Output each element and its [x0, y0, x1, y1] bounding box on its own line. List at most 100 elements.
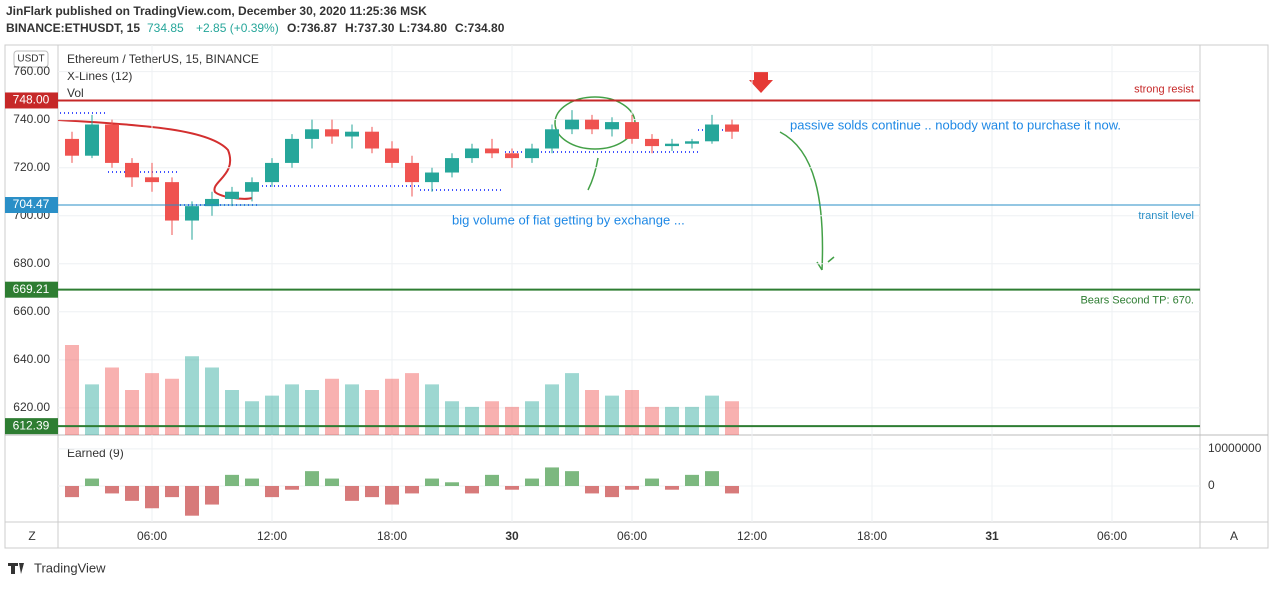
volume-bar: [145, 373, 159, 435]
volume-bar: [645, 406, 659, 435]
volume-bar: [505, 406, 519, 435]
volume-bar: [285, 384, 299, 435]
candle-body: [365, 131, 379, 149]
level-label: 704.47: [13, 197, 50, 211]
volume-bar: [385, 378, 399, 435]
earned-title: Earned (9): [67, 446, 124, 460]
earned-bar: [125, 485, 139, 501]
candle-body: [205, 198, 219, 207]
volume-bar: [525, 401, 539, 435]
level-label: 748.00: [13, 93, 50, 107]
candle-body: [565, 119, 579, 130]
y2-tick-label: 10000000: [1208, 441, 1262, 455]
level-note: strong resist: [1134, 83, 1194, 95]
indicator: X-Lines (12): [67, 69, 132, 83]
level-label: 612.39: [13, 418, 50, 432]
candle-body: [625, 122, 639, 139]
level-note: transit level: [1138, 210, 1194, 222]
volume-bar: [325, 378, 339, 435]
volume-bar: [365, 390, 379, 435]
earned-bar: [225, 474, 239, 486]
candle-body: [325, 129, 339, 137]
earned-bar: [165, 485, 179, 498]
footer-a[interactable]: A: [1230, 529, 1238, 543]
candle-body: [305, 129, 319, 139]
earned-bar: [345, 485, 359, 501]
candle-body: [85, 124, 99, 156]
volume-bar: [685, 406, 699, 435]
volume-bar: [725, 401, 739, 435]
open: O:736.87: [287, 21, 337, 35]
volume-bar: [485, 401, 499, 435]
earned-bar: [685, 474, 699, 486]
earned-bar: [385, 485, 399, 505]
high: H:737.30: [345, 21, 395, 35]
volume-bar: [125, 390, 139, 435]
volume-bar: [465, 406, 479, 435]
earned-bar: [585, 485, 599, 494]
volume-bar: [425, 384, 439, 435]
x-tick-label: 12:00: [737, 529, 767, 543]
earned-bar: [65, 485, 79, 498]
x-tick-label: 06:00: [137, 529, 167, 543]
published: JinFlark published on TradingView.com, D…: [6, 4, 427, 18]
volume-bar: [105, 367, 119, 435]
candle-body: [645, 138, 659, 147]
level-tag: [5, 281, 58, 298]
level-label: 669.21: [13, 282, 50, 296]
candle-body: [725, 124, 739, 132]
x-tick-label: 18:00: [857, 529, 887, 543]
volume-bar: [245, 401, 259, 435]
currency-box: [13, 50, 49, 68]
earned-bar: [605, 485, 619, 498]
candle-body: [385, 148, 399, 163]
level-tag: [5, 92, 58, 109]
symbol: BINANCE:ETHUSDT, 15: [6, 21, 140, 35]
x-tick-label: 31: [985, 529, 999, 543]
earned-bar: [565, 471, 579, 486]
brand: TradingView: [34, 560, 106, 575]
candle-body: [185, 206, 199, 221]
earned-bar: [445, 482, 459, 486]
drawing: [587, 157, 599, 191]
y-tick-label: 740.00: [13, 112, 50, 126]
earned-bar: [505, 485, 519, 490]
earned-bar: [405, 485, 419, 494]
volume-bar: [265, 395, 279, 435]
volume-bar: [65, 345, 79, 435]
footer-z[interactable]: Z: [28, 529, 35, 543]
candle-body: [585, 119, 599, 130]
candle-body: [425, 172, 439, 183]
chart-title: Ethereum / TetherUS, 15, BINANCE: [67, 52, 259, 66]
change: +2.85 (+0.39%): [196, 21, 279, 35]
volume-bar: [345, 384, 359, 435]
candle-body: [65, 138, 79, 156]
earned-bar: [245, 478, 259, 486]
candle-body: [505, 153, 519, 159]
candle-body: [225, 191, 239, 199]
candle-body: [605, 122, 619, 130]
volume-bar: [165, 378, 179, 435]
candle-body: [105, 124, 119, 163]
volume-bar: [665, 406, 679, 435]
brand-logo: [8, 563, 24, 574]
candle-body: [525, 148, 539, 159]
candle-body: [145, 177, 159, 183]
level-note: Bears Second TP: 670.: [1080, 295, 1194, 307]
candle-body: [685, 141, 699, 144]
candle-body: [285, 138, 299, 163]
earned-bar: [85, 478, 99, 486]
candle-body: [165, 182, 179, 221]
earned-bar: [725, 485, 739, 494]
volume-bar: [605, 395, 619, 435]
y2-tick-label: 0: [1208, 478, 1215, 492]
last: 734.85: [147, 21, 184, 35]
volume-bar: [85, 384, 99, 435]
earned-bar: [645, 478, 659, 486]
y-tick-label: 720.00: [13, 160, 50, 174]
earned-bar: [705, 471, 719, 486]
volume-bar: [305, 390, 319, 435]
candle-body: [405, 162, 419, 183]
y-tick-label: 760.00: [13, 64, 50, 78]
